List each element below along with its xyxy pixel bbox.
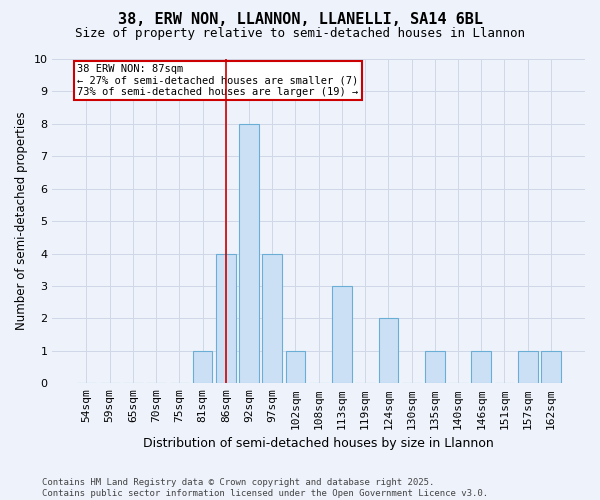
Text: 38, ERW NON, LLANNON, LLANELLI, SA14 6BL: 38, ERW NON, LLANNON, LLANELLI, SA14 6BL (118, 12, 482, 28)
Text: Contains HM Land Registry data © Crown copyright and database right 2025.
Contai: Contains HM Land Registry data © Crown c… (42, 478, 488, 498)
Bar (239, 124, 259, 384)
Bar (541, 351, 561, 384)
Bar (518, 351, 538, 384)
Bar (262, 254, 282, 384)
Bar (332, 286, 352, 384)
Y-axis label: Number of semi-detached properties: Number of semi-detached properties (15, 112, 28, 330)
X-axis label: Distribution of semi-detached houses by size in Llannon: Distribution of semi-detached houses by … (143, 437, 494, 450)
Text: Size of property relative to semi-detached houses in Llannon: Size of property relative to semi-detach… (75, 28, 525, 40)
Bar (216, 254, 236, 384)
Bar (379, 318, 398, 384)
Bar (286, 351, 305, 384)
Bar (425, 351, 445, 384)
Bar (472, 351, 491, 384)
Text: 38 ERW NON: 87sqm
← 27% of semi-detached houses are smaller (7)
73% of semi-deta: 38 ERW NON: 87sqm ← 27% of semi-detached… (77, 64, 358, 97)
Bar (193, 351, 212, 384)
